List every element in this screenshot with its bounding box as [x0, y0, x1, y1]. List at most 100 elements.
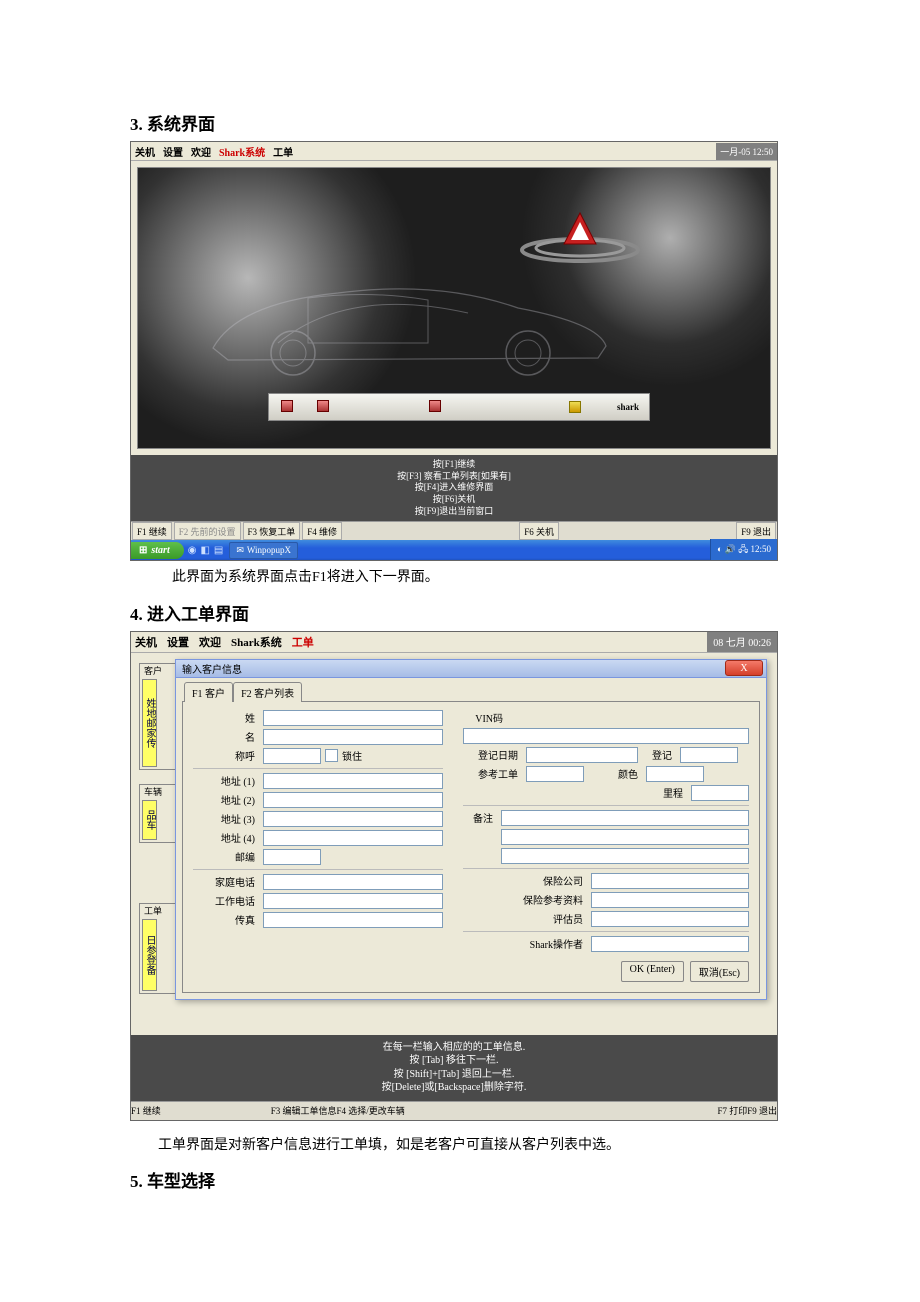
- label-name: 名: [193, 729, 259, 744]
- input-remark2[interactable]: [501, 829, 749, 845]
- input-name[interactable]: [263, 729, 443, 745]
- menu-shutdown[interactable]: 关机: [135, 144, 155, 159]
- label-title: 称呼: [193, 748, 259, 763]
- input-title[interactable]: [263, 748, 321, 764]
- menu-shark[interactable]: Shark系统: [231, 634, 282, 650]
- label-addr2: 地址 (2): [193, 792, 259, 807]
- ss2-fkey-bar: F1 继续 F3 编辑工单信息 F4 选择/更改车辆 F7 打印 F9 退出: [131, 1101, 777, 1120]
- close-button[interactable]: X: [725, 660, 763, 676]
- label-lock: 锁住: [342, 748, 362, 763]
- input-refwo[interactable]: [526, 766, 584, 782]
- car-wireframe: [198, 268, 618, 378]
- label-addr4: 地址 (4): [193, 830, 259, 845]
- ql-icon[interactable]: ◧: [200, 545, 209, 556]
- input-insref[interactable]: [591, 892, 749, 908]
- app-icon: ✉: [236, 545, 244, 556]
- group-customer-label[interactable]: 姓地邮家传: [142, 679, 157, 767]
- fkey-f3[interactable]: F3 恢复工单: [243, 522, 301, 540]
- input-surname[interactable]: [263, 710, 443, 726]
- input-mileage[interactable]: [691, 785, 749, 801]
- menu-shark[interactable]: Shark系统: [219, 144, 265, 159]
- fkey-f9[interactable]: F9 退出: [736, 522, 776, 540]
- input-remark3[interactable]: [501, 848, 749, 864]
- input-workphone[interactable]: [263, 893, 443, 909]
- start-button[interactable]: start: [131, 542, 184, 559]
- input-remark1[interactable]: [501, 810, 749, 826]
- fkey-f6[interactable]: F6 关机: [519, 522, 559, 540]
- menu-shutdown[interactable]: 关机: [135, 634, 157, 650]
- quicklaunch[interactable]: ◉ ◧ ▤: [188, 545, 224, 556]
- input-assessor[interactable]: [591, 911, 749, 927]
- input-addr4[interactable]: [263, 830, 443, 846]
- label-assessor: 评估员: [463, 911, 587, 926]
- label-vin: VIN码: [463, 710, 507, 725]
- label-workphone: 工作电话: [193, 893, 259, 908]
- tray-icon: 🖧: [738, 544, 750, 554]
- input-regdate[interactable]: [526, 747, 638, 763]
- input-homephone[interactable]: [263, 874, 443, 890]
- label-color: 颜色: [588, 766, 642, 781]
- ss2-clock: 08 七月 00:26: [707, 631, 777, 652]
- menu-workorder[interactable]: 工单: [273, 144, 293, 159]
- label-surname: 姓: [193, 710, 259, 725]
- label-regdate: 登记日期: [463, 747, 522, 762]
- input-operator[interactable]: [591, 936, 749, 952]
- label-postcode: 邮编: [193, 849, 259, 864]
- input-addr3[interactable]: [263, 811, 443, 827]
- fkey-f1[interactable]: F1 继续: [132, 522, 172, 540]
- label-insref: 保险参考资料: [463, 892, 587, 907]
- menu-workorder[interactable]: 工单: [292, 634, 314, 650]
- input-insco[interactable]: [591, 873, 749, 889]
- label-refwo: 参考工单: [463, 766, 522, 781]
- label-addr3: 地址 (3): [193, 811, 259, 826]
- heading-5: 5. 车型选择: [130, 1167, 790, 1192]
- ql-icon[interactable]: ▤: [214, 545, 223, 556]
- input-addr1[interactable]: [263, 773, 443, 789]
- taskbar-app[interactable]: ✉ WinpopupX: [229, 542, 298, 559]
- fkey-f4[interactable]: F4 维修: [302, 522, 342, 540]
- group-vehicle-label[interactable]: 品车: [142, 800, 157, 840]
- tab-customer[interactable]: F1 客户: [184, 682, 233, 702]
- label-remark: 备注: [463, 810, 497, 825]
- group-workorder-hdr: 工单: [142, 904, 164, 917]
- heading-4: 4. 进入工单界面: [130, 600, 790, 625]
- ss1-fkey-bar: F1 继续 F2 先前的设置 F3 恢复工单 F4 维修 F6 关机 F9 退出: [131, 521, 777, 540]
- ss1-menubar: 关机 设置 欢迎 Shark系统 工单 一月-05 12:50: [131, 142, 777, 161]
- input-postcode[interactable]: [263, 849, 321, 865]
- ss2-menubar: 关机 设置 欢迎 Shark系统 工单 08 七月 00:26: [131, 632, 777, 653]
- input-reg[interactable]: [680, 747, 738, 763]
- label-reg: 登记: [642, 747, 676, 762]
- label-operator: Shark操作者: [463, 936, 587, 951]
- menu-welcome[interactable]: 欢迎: [199, 634, 221, 650]
- ss1-clock: 一月-05 12:50: [716, 143, 777, 160]
- input-vin[interactable]: [463, 728, 749, 744]
- tab-customer-list[interactable]: F2 客户列表: [233, 682, 302, 702]
- fkey-f2: F2 先前的设置: [174, 522, 241, 540]
- fkey-f7: F7 打印: [717, 1104, 747, 1117]
- ql-icon[interactable]: ◉: [188, 545, 197, 556]
- input-color[interactable]: [646, 766, 704, 782]
- tray-icon: ◐: [717, 544, 725, 554]
- menu-welcome[interactable]: 欢迎: [191, 144, 211, 159]
- cancel-button[interactable]: 取消(Esc): [690, 961, 749, 982]
- label-fax: 传真: [193, 912, 259, 927]
- label-mileage: 里程: [653, 785, 687, 800]
- dialog-titlebar: 输入客户信息 X: [176, 660, 766, 678]
- group-workorder-label[interactable]: 日参登备: [142, 919, 157, 991]
- caption-2: 工单界面是对新客户信息进行工单填，如是老客户可直接从客户列表中选。: [130, 1135, 790, 1157]
- menu-settings[interactable]: 设置: [163, 144, 183, 159]
- system-tray[interactable]: ◐ 🔊 🖧 12:50: [710, 539, 777, 561]
- fkey-f3: F3 编辑工单信息: [271, 1104, 337, 1117]
- label-insco: 保险公司: [463, 873, 587, 888]
- heading-3: 3. 系统界面: [130, 110, 790, 135]
- tray-icon: 🔊: [725, 544, 738, 554]
- tray-clock: 12:50: [750, 544, 771, 554]
- ok-button[interactable]: OK (Enter): [621, 961, 684, 982]
- input-addr2[interactable]: [263, 792, 443, 808]
- menu-settings[interactable]: 设置: [167, 634, 189, 650]
- ss1-help: 按[F1]继续 按[F3] 察看工单列表[如果有] 按[F4]进入维修界面 按[…: [131, 455, 777, 521]
- checkbox-lock[interactable]: [325, 749, 338, 762]
- group-customer-hdr: 客户: [142, 664, 164, 677]
- input-fax[interactable]: [263, 912, 443, 928]
- fkey-f1: F1 继续: [131, 1104, 161, 1117]
